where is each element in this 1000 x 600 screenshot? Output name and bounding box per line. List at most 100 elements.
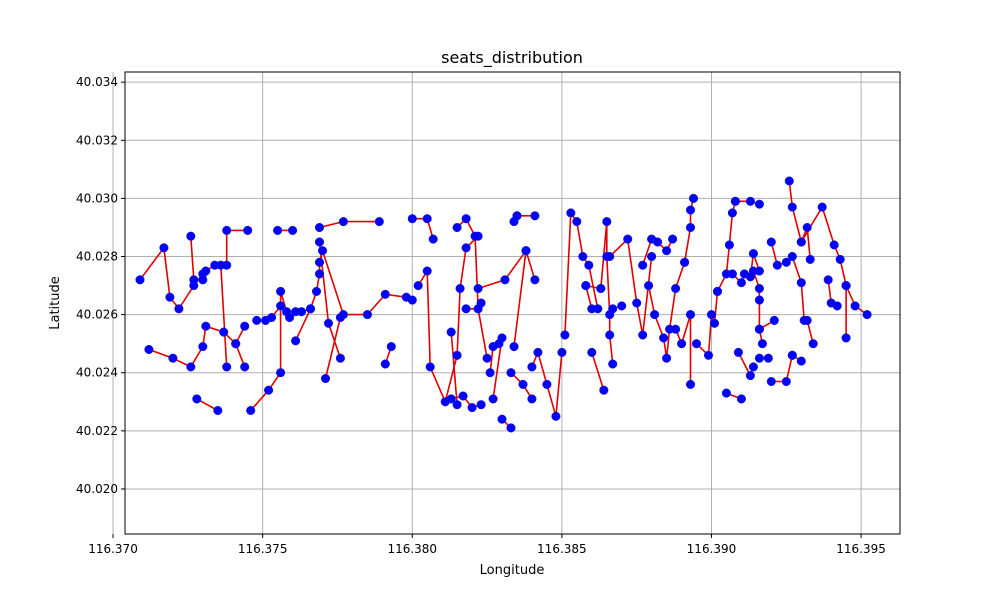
seat-point [787, 251, 797, 262]
seat-point [787, 202, 797, 212]
seat-point [542, 379, 552, 389]
route-line [450, 332, 458, 405]
seat-point [772, 260, 782, 270]
seat-point [476, 400, 486, 410]
seat-point [458, 391, 468, 401]
seat-point [273, 225, 283, 235]
seat-point [198, 275, 208, 285]
seat-point [482, 353, 492, 363]
plot-frame [124, 71, 901, 535]
seat-point [706, 310, 717, 320]
seat-point [380, 359, 390, 369]
seat-point [219, 327, 229, 337]
x-tick-label: 116.395 [836, 542, 886, 556]
route-line [788, 180, 811, 260]
seat-point [754, 199, 764, 209]
seat-point [596, 283, 606, 294]
seat-point [712, 286, 723, 296]
seat-point [748, 249, 758, 259]
seat-point [781, 257, 791, 267]
seat-point [841, 333, 851, 343]
seat-point [473, 283, 483, 294]
route-line [148, 325, 246, 368]
seat-point [685, 205, 696, 215]
route-line [324, 317, 342, 379]
seat-point [192, 394, 202, 404]
seat-point [506, 423, 516, 433]
seat-point [721, 388, 731, 398]
route-line [674, 314, 692, 385]
route-line [800, 205, 847, 286]
seat-point [296, 307, 307, 317]
route-line [294, 308, 312, 342]
seat-point [446, 394, 456, 404]
seat-point [691, 339, 702, 349]
seat-point [632, 298, 642, 308]
seat-point [362, 310, 372, 320]
seat-point [201, 321, 211, 331]
seat-point [246, 405, 256, 416]
seat-point [335, 312, 345, 323]
seat-point [518, 379, 528, 389]
seat-point [201, 266, 211, 276]
seat-point [557, 347, 567, 357]
seat-point [461, 214, 471, 224]
seat-point [144, 344, 154, 355]
y-tick-label: 40.020 [76, 482, 118, 496]
seat-point [240, 321, 250, 331]
seat-point [605, 330, 615, 340]
seat-point [796, 278, 806, 288]
route-line [477, 248, 536, 290]
route-line [771, 355, 794, 383]
seat-point [455, 283, 465, 294]
seat-point [473, 304, 483, 314]
seat-point [425, 362, 435, 372]
seat-point [724, 240, 734, 250]
seat-point [186, 362, 196, 372]
seat-point [314, 222, 325, 233]
y-axis-label: Latitude [48, 276, 63, 330]
seat-point [748, 362, 758, 372]
route-line [319, 220, 380, 229]
seat-point [578, 251, 588, 262]
seat-point [787, 350, 797, 360]
seat-point [796, 237, 806, 247]
seat-point [305, 304, 316, 314]
chart-title: seats_distribution [441, 48, 583, 68]
seat-point [680, 257, 690, 267]
seat-point [572, 217, 582, 227]
seat-point [653, 237, 663, 247]
seat-point [781, 376, 791, 387]
seat-point [488, 394, 498, 404]
seat-point [763, 353, 773, 363]
seat-point [485, 368, 495, 378]
seat-point [317, 246, 328, 256]
seat-point [817, 202, 827, 212]
seat-point [823, 275, 833, 285]
seat-point [605, 251, 615, 262]
seat-point [685, 310, 696, 320]
seat-point [662, 353, 672, 363]
seat-point [733, 347, 743, 357]
seat-point [647, 251, 657, 262]
seat-point [685, 222, 696, 233]
grid-lines [112, 72, 900, 534]
seat-point [808, 339, 818, 349]
seat-point [530, 211, 540, 221]
seat-point [497, 414, 507, 424]
seat-point [168, 353, 178, 363]
seat-point [736, 278, 746, 288]
seat-point [231, 339, 241, 349]
seat-point [754, 295, 764, 305]
seat-point [314, 269, 325, 279]
seat-point [659, 333, 669, 343]
seat-point [452, 222, 462, 233]
seat-point [338, 217, 348, 227]
seat-point [530, 275, 540, 285]
seat-point [802, 315, 812, 325]
seat-point [527, 394, 537, 404]
seat-point [135, 275, 145, 285]
seat-point [452, 400, 462, 410]
seat-point [581, 281, 591, 291]
seat-point [467, 403, 477, 413]
